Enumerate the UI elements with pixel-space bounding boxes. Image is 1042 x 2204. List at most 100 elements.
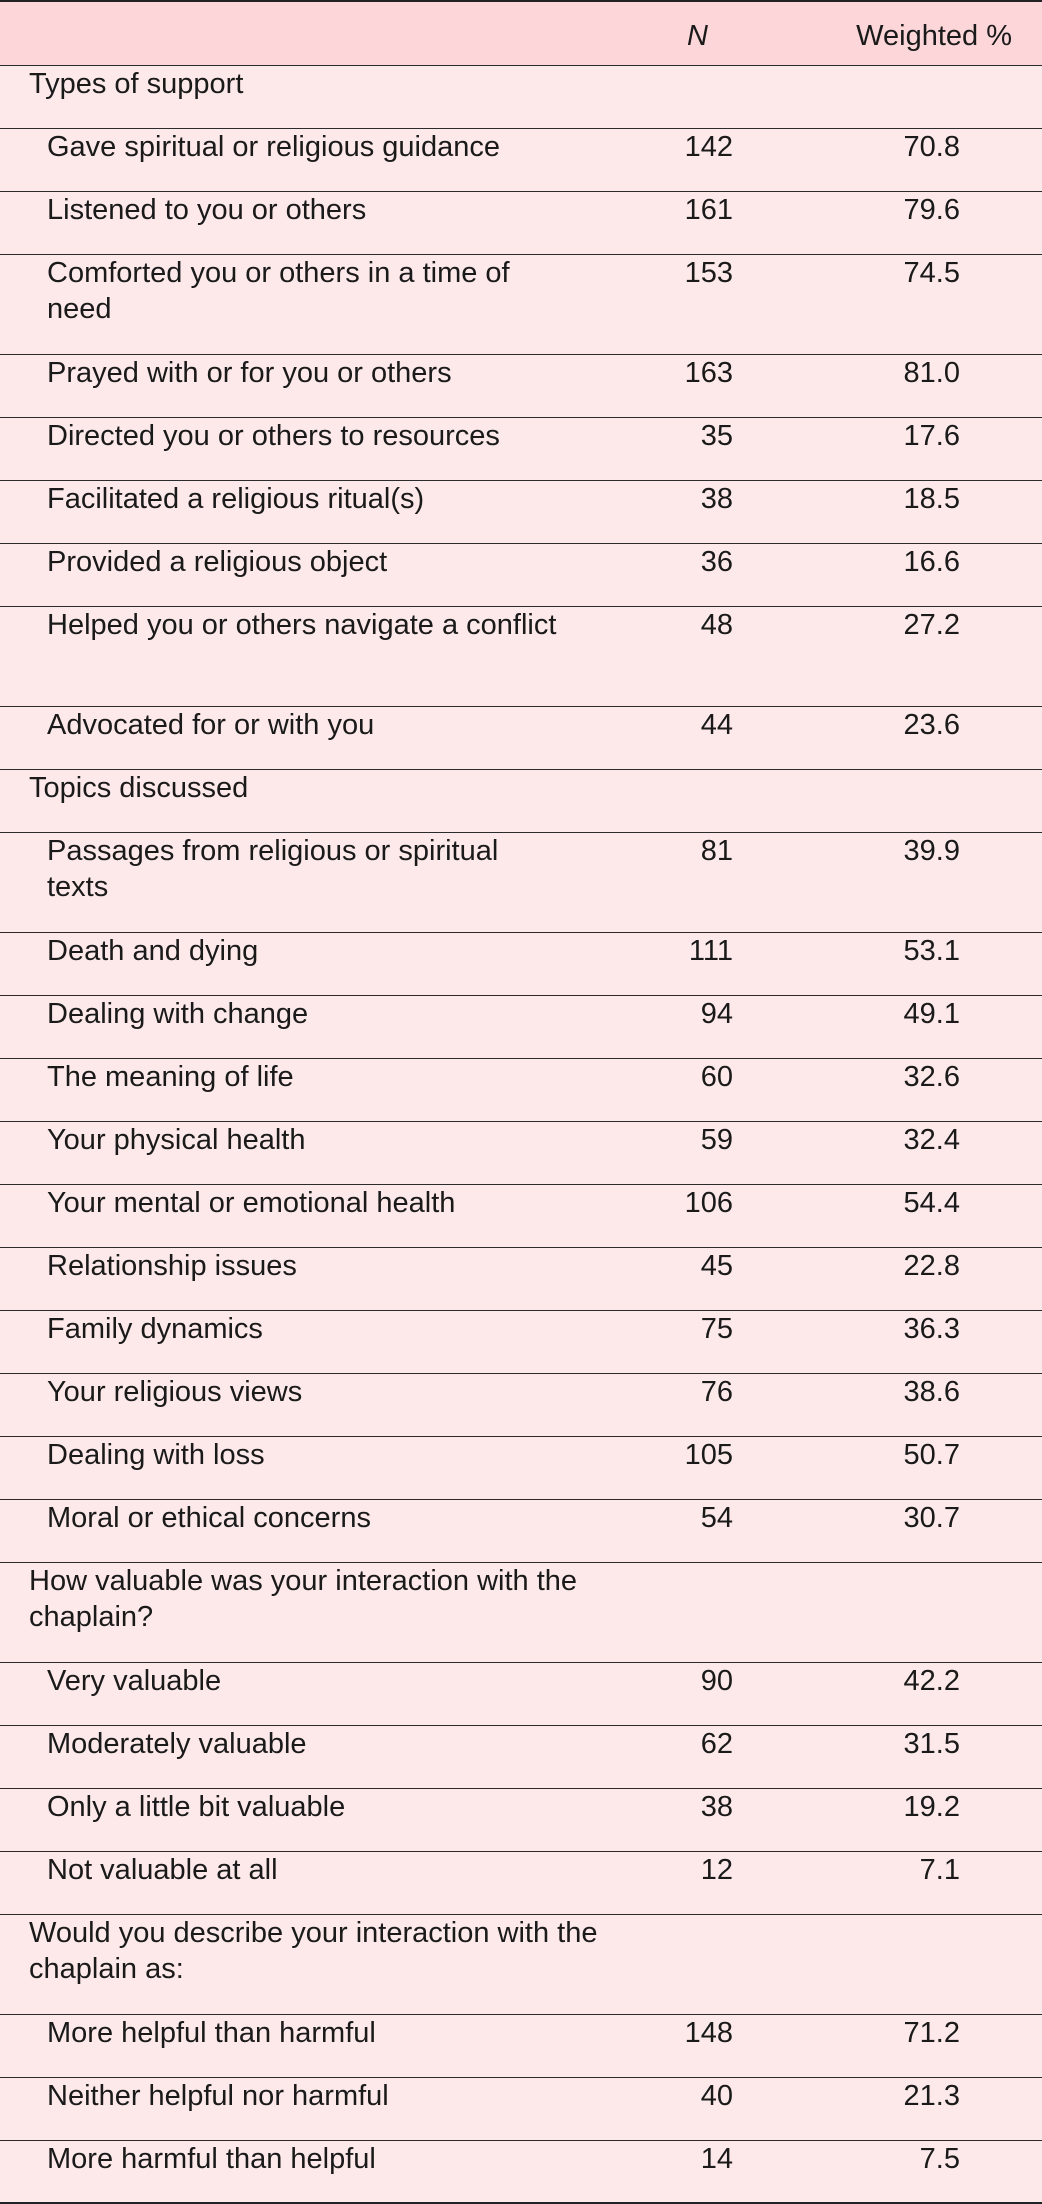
section-row: Types of support <box>0 65 1042 129</box>
row-weighted-pct: 30.7 <box>750 1499 1042 1563</box>
row-n: 105 <box>600 1436 750 1500</box>
row-n: 75 <box>600 1310 750 1374</box>
row-n: 60 <box>600 1058 750 1122</box>
table-row: Moderately valuable 62 31.5 <box>0 1725 1042 1789</box>
row-weighted-pct: 42.2 <box>750 1662 1042 1726</box>
row-label: Prayed with or for you or others <box>0 354 600 418</box>
header-n: N <box>600 1 750 66</box>
row-n: 59 <box>600 1121 750 1185</box>
row-label: Only a little bit valuable <box>0 1788 600 1852</box>
row-weighted-pct: 27.2 <box>750 606 1042 707</box>
section-title: Would you describe your interaction with… <box>0 1914 600 2015</box>
row-n: 45 <box>600 1247 750 1311</box>
section-empty-n <box>600 769 750 833</box>
row-weighted-pct: 7.1 <box>750 1851 1042 1915</box>
table-row: More harmful than helpful 14 7.5 <box>0 2140 1042 2204</box>
row-n: 38 <box>600 1788 750 1852</box>
row-weighted-pct: 19.2 <box>750 1788 1042 1852</box>
header-row: N Weighted % <box>0 1 1042 66</box>
table-row: Passages from religious or spiritual tex… <box>0 832 1042 933</box>
row-weighted-pct: 32.6 <box>750 1058 1042 1122</box>
row-weighted-pct: 7.5 <box>750 2140 1042 2204</box>
row-weighted-pct: 71.2 <box>750 2014 1042 2078</box>
table-row: Advocated for or with you 44 23.6 <box>0 706 1042 770</box>
row-label: More helpful than harmful <box>0 2014 600 2078</box>
row-label: Dealing with change <box>0 995 600 1059</box>
row-n: 14 <box>600 2140 750 2204</box>
row-n: 62 <box>600 1725 750 1789</box>
table-row: Prayed with or for you or others 163 81.0 <box>0 354 1042 418</box>
table-row: Not valuable at all 12 7.1 <box>0 1851 1042 1915</box>
table-row: Your physical health 59 32.4 <box>0 1121 1042 1185</box>
table-row: Listened to you or others 161 79.6 <box>0 191 1042 255</box>
row-weighted-pct: 31.5 <box>750 1725 1042 1789</box>
row-weighted-pct: 81.0 <box>750 354 1042 418</box>
row-n: 90 <box>600 1662 750 1726</box>
table-row: Your religious views 76 38.6 <box>0 1373 1042 1437</box>
table-row: Very valuable 90 42.2 <box>0 1662 1042 1726</box>
row-weighted-pct: 32.4 <box>750 1121 1042 1185</box>
row-label: Very valuable <box>0 1662 600 1726</box>
row-n: 54 <box>600 1499 750 1563</box>
section-empty-pct <box>750 65 1042 129</box>
section-empty-pct <box>750 1562 1042 1663</box>
row-n: 76 <box>600 1373 750 1437</box>
row-label: Provided a religious object <box>0 543 600 607</box>
table-header: N Weighted % <box>0 1 1042 66</box>
row-label: Facilitated a religious ritual(s) <box>0 480 600 544</box>
row-weighted-pct: 54.4 <box>750 1184 1042 1248</box>
table-body: Types of support Gave spiritual or religi… <box>0 65 1042 2204</box>
section-title: Topics discussed <box>0 769 600 833</box>
table-row: Directed you or others to resources 35 17.… <box>0 417 1042 481</box>
table-row: Moral or ethical concerns 54 30.7 <box>0 1499 1042 1563</box>
header-weighted-pct: Weighted % <box>750 1 1042 66</box>
row-n: 81 <box>600 832 750 933</box>
table-row: Only a little bit valuable 38 19.2 <box>0 1788 1042 1852</box>
section-row: Would you describe your interaction with… <box>0 1914 1042 2015</box>
row-label: Relationship issues <box>0 1247 600 1311</box>
table-row: Your mental or emotional health 106 54.4 <box>0 1184 1042 1248</box>
row-label: Directed you or others to resources <box>0 417 600 481</box>
table-row: Dealing with loss 105 50.7 <box>0 1436 1042 1500</box>
row-n: 161 <box>600 191 750 255</box>
row-label: Moral or ethical concerns <box>0 1499 600 1563</box>
row-label: Advocated for or with you <box>0 706 600 770</box>
table-row: Family dynamics 75 36.3 <box>0 1310 1042 1374</box>
row-weighted-pct: 22.8 <box>750 1247 1042 1311</box>
row-label: More harmful than helpful <box>0 2140 600 2204</box>
row-label: Helped you or others navigate a conflict <box>0 606 600 707</box>
section-empty-n <box>600 1562 750 1663</box>
row-label: Passages from religious or spiritual tex… <box>0 832 600 933</box>
row-label: Gave spiritual or religious guidance <box>0 128 600 192</box>
row-weighted-pct: 21.3 <box>750 2077 1042 2141</box>
section-empty-pct <box>750 1914 1042 2015</box>
row-label: The meaning of life <box>0 1058 600 1122</box>
row-n: 12 <box>600 1851 750 1915</box>
row-n: 142 <box>600 128 750 192</box>
row-n: 40 <box>600 2077 750 2141</box>
row-weighted-pct: 53.1 <box>750 932 1042 996</box>
row-label: Listened to you or others <box>0 191 600 255</box>
row-n: 163 <box>600 354 750 418</box>
row-weighted-pct: 38.6 <box>750 1373 1042 1437</box>
section-row: How valuable was your interaction with t… <box>0 1562 1042 1663</box>
table-row: Provided a religious object 36 16.6 <box>0 543 1042 607</box>
row-weighted-pct: 16.6 <box>750 543 1042 607</box>
row-n: 35 <box>600 417 750 481</box>
row-n: 148 <box>600 2014 750 2078</box>
table-row: Death and dying 111 53.1 <box>0 932 1042 996</box>
row-label: Your physical health <box>0 1121 600 1185</box>
row-weighted-pct: 18.5 <box>750 480 1042 544</box>
row-weighted-pct: 49.1 <box>750 995 1042 1059</box>
row-weighted-pct: 39.9 <box>750 832 1042 933</box>
section-empty-pct <box>750 769 1042 833</box>
section-title: Types of support <box>0 65 600 129</box>
row-weighted-pct: 23.6 <box>750 706 1042 770</box>
section-empty-n <box>600 65 750 129</box>
table-row: Facilitated a religious ritual(s) 38 18.5 <box>0 480 1042 544</box>
section-title: How valuable was your interaction with t… <box>0 1562 600 1663</box>
header-label-cell <box>0 1 600 66</box>
table-row: Neither helpful nor harmful 40 21.3 <box>0 2077 1042 2141</box>
row-label: Family dynamics <box>0 1310 600 1374</box>
row-n: 106 <box>600 1184 750 1248</box>
